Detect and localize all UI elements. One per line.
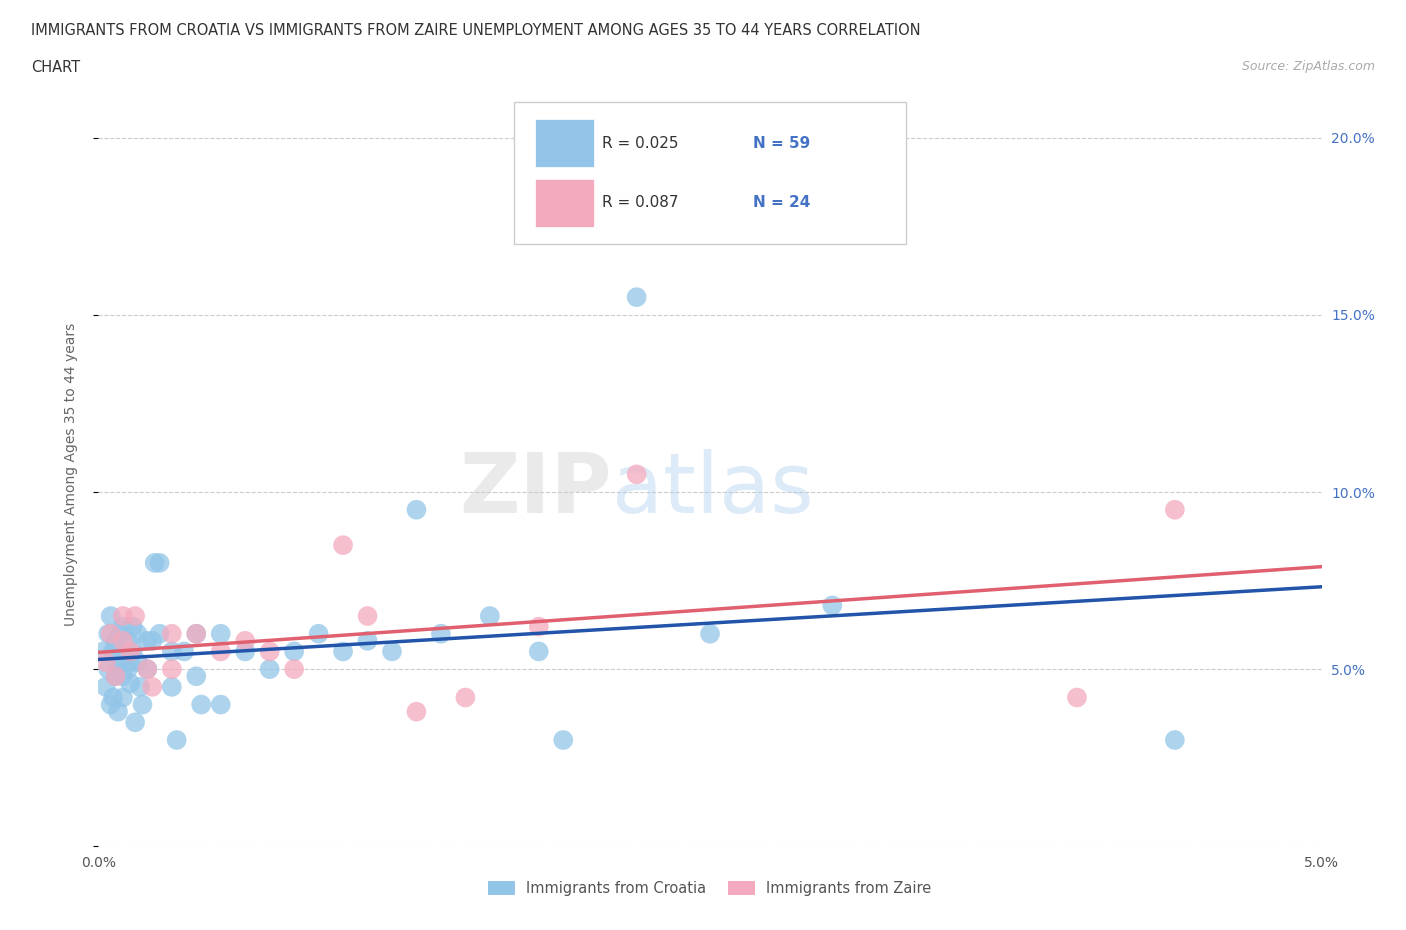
Point (209, 644, 232, 658)
Point (527, 619, 550, 634)
Point (381, 644, 404, 658)
Point (121, 619, 143, 634)
Point (94, 680, 117, 695)
Point (136, 662, 159, 677)
Point (101, 690, 124, 705)
Point (186, 669, 208, 684)
Point (100, 698, 122, 712)
Point (190, 698, 212, 712)
Point (160, 644, 183, 658)
Point (104, 669, 127, 684)
Point (626, 290, 648, 305)
Point (127, 655, 149, 670)
Point (111, 619, 134, 634)
Point (107, 704, 129, 719)
Point (110, 651, 132, 666)
Point (117, 662, 139, 677)
Point (100, 626, 122, 641)
Point (209, 626, 232, 641)
Point (356, 633, 378, 648)
Point (91, 644, 114, 658)
Point (111, 690, 134, 705)
Point (160, 626, 183, 641)
Point (149, 555, 172, 570)
Point (143, 555, 166, 570)
Point (259, 662, 281, 677)
Point (104, 669, 127, 684)
FancyBboxPatch shape (536, 179, 593, 227)
Point (233, 633, 256, 648)
Point (233, 644, 256, 658)
Text: CHART: CHART (31, 60, 80, 75)
Point (332, 644, 354, 658)
Point (97, 662, 120, 677)
Point (308, 626, 330, 641)
Point (430, 626, 453, 641)
Point (626, 467, 648, 482)
Point (454, 690, 477, 705)
Point (821, 598, 844, 613)
Point (120, 676, 142, 691)
Text: R = 0.087: R = 0.087 (602, 195, 679, 210)
Point (120, 644, 142, 658)
Point (100, 608, 122, 623)
FancyBboxPatch shape (515, 102, 905, 244)
Point (111, 633, 134, 648)
Point (173, 644, 195, 658)
Point (124, 715, 146, 730)
Point (127, 626, 149, 641)
Text: atlas: atlas (612, 448, 814, 530)
Point (405, 704, 427, 719)
Point (186, 626, 208, 641)
Point (166, 733, 188, 748)
Text: N = 24: N = 24 (752, 195, 810, 210)
Y-axis label: Unemployment Among Ages 35 to 44 years: Unemployment Among Ages 35 to 44 years (63, 323, 77, 626)
Point (283, 662, 305, 677)
Point (101, 644, 124, 658)
Point (111, 669, 134, 684)
Point (111, 608, 134, 623)
Point (94, 655, 117, 670)
Point (478, 608, 501, 623)
Point (1164, 733, 1187, 748)
Point (131, 698, 153, 712)
Point (186, 626, 208, 641)
Point (120, 655, 142, 670)
Point (527, 644, 550, 658)
Point (160, 662, 183, 677)
Point (699, 626, 721, 641)
Point (97, 626, 120, 641)
Legend: Immigrants from Croatia, Immigrants from Zaire: Immigrants from Croatia, Immigrants from… (482, 875, 938, 902)
Point (553, 733, 575, 748)
Text: IMMIGRANTS FROM CROATIA VS IMMIGRANTS FROM ZAIRE UNEMPLOYMENT AMONG AGES 35 TO 4: IMMIGRANTS FROM CROATIA VS IMMIGRANTS FR… (31, 23, 921, 38)
FancyBboxPatch shape (536, 119, 593, 167)
Text: Source: ZipAtlas.com: Source: ZipAtlas.com (1241, 60, 1375, 73)
Point (107, 662, 129, 677)
Point (121, 644, 143, 658)
Point (1066, 690, 1088, 705)
Point (136, 633, 159, 648)
Point (259, 644, 281, 658)
Text: R = 0.025: R = 0.025 (602, 136, 679, 151)
Point (356, 608, 378, 623)
Point (141, 633, 163, 648)
Point (149, 626, 172, 641)
Point (117, 633, 139, 648)
Point (209, 698, 232, 712)
Point (283, 644, 305, 658)
Point (332, 538, 354, 552)
Point (110, 626, 132, 641)
Point (160, 680, 183, 695)
Point (124, 608, 146, 623)
Text: ZIP: ZIP (460, 448, 612, 530)
Point (129, 680, 152, 695)
Point (1164, 502, 1187, 517)
Point (141, 680, 163, 695)
Point (405, 502, 427, 517)
Text: N = 59: N = 59 (752, 136, 810, 151)
Point (104, 633, 127, 648)
Point (136, 662, 159, 677)
